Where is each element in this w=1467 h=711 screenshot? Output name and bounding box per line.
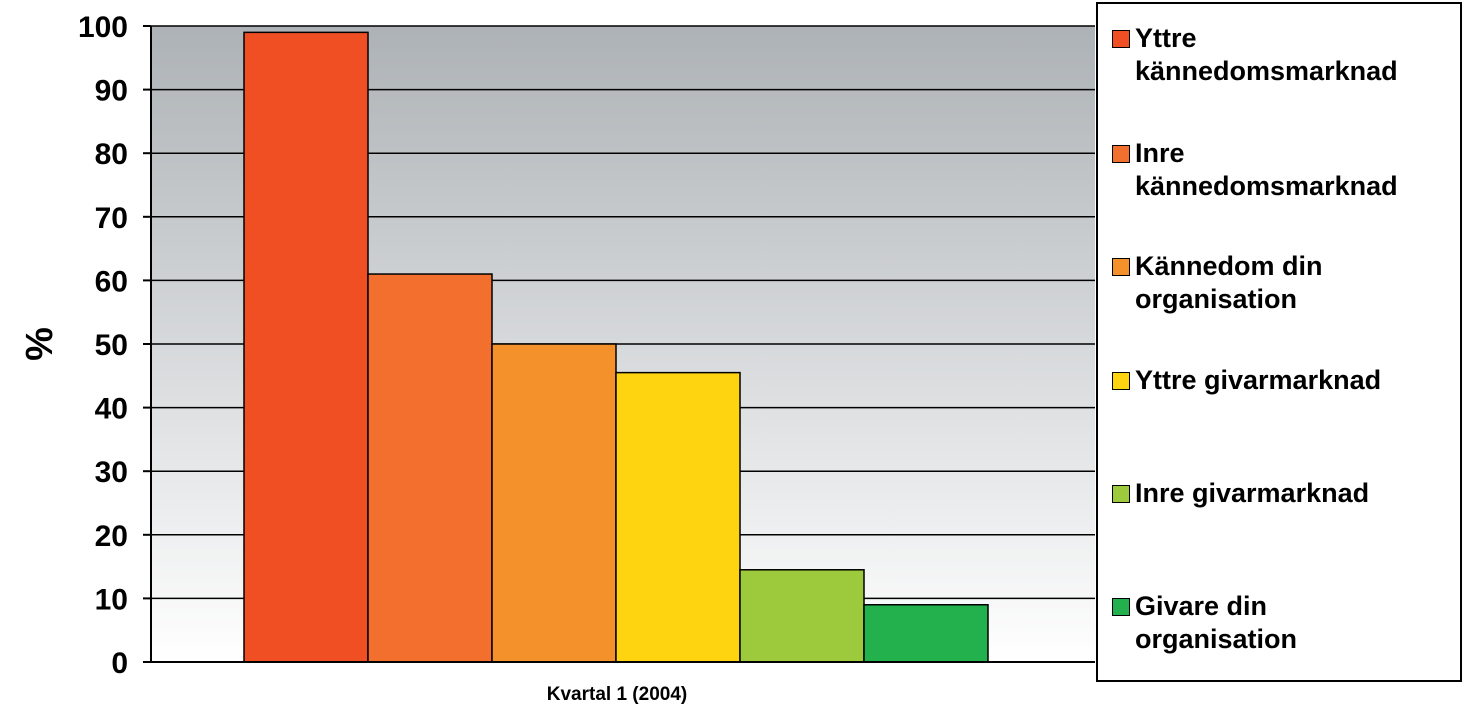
y-tick-label: 50	[95, 329, 128, 362]
legend-swatch	[1112, 145, 1130, 163]
legend-item: Givare din organisation	[1112, 590, 1454, 656]
y-tick-label: 100	[78, 11, 128, 44]
legend-item: Yttre kännedomsmarknad	[1112, 22, 1454, 88]
legend-item: Inre kännedomsmarknad	[1112, 137, 1454, 203]
legend: Yttre kännedomsmarknad Inre kännedomsmark…	[1096, 2, 1462, 682]
x-axis-label: Kvartal 1 (2004)	[547, 684, 687, 705]
y-tick-label: 90	[95, 75, 128, 108]
y-tick-label: 10	[95, 583, 128, 616]
bar-1	[243, 31, 369, 663]
y-tick-label: 80	[95, 138, 128, 171]
legend-swatch	[1112, 485, 1130, 503]
legend-swatch	[1112, 30, 1130, 48]
bar-chart: 0 10 20 30 40 50 60 70 80 90 100 % Kvartal 1 (2004…	[19, 11, 1095, 705]
y-tick-label: 20	[95, 520, 128, 553]
legend-label: Givare din organisation	[1135, 591, 1298, 654]
y-tick-label: 40	[95, 393, 128, 426]
bar-5	[739, 569, 865, 663]
legend-label: Inre kännedomsmarknad	[1135, 138, 1398, 201]
legend-swatch	[1112, 258, 1130, 276]
legend-label: Yttre kännedomsmarknad	[1135, 23, 1398, 86]
bar-2	[367, 273, 493, 663]
y-axis-ticks: 0 10 20 30 40 50 60 70 80 90 100	[78, 11, 151, 680]
bar-3	[491, 343, 617, 663]
bars	[243, 31, 989, 663]
bar-6	[863, 604, 989, 663]
legend-swatch	[1112, 598, 1130, 616]
y-tick-label: 60	[95, 265, 128, 298]
y-axis-label: %	[19, 327, 61, 361]
y-tick-label: 70	[95, 202, 128, 235]
legend-label: Yttre givarmarknad	[1135, 365, 1382, 395]
legend-label: Kännedom din organisation	[1135, 251, 1323, 314]
y-tick-label: 0	[111, 647, 128, 680]
legend-item: Yttre givarmarknad	[1112, 364, 1454, 397]
legend-label: Inre givarmarknad	[1135, 478, 1370, 508]
legend-item: Kännedom din organisation	[1112, 250, 1454, 316]
legend-item: Inre givarmarknad	[1112, 477, 1454, 510]
y-tick-label: 30	[95, 456, 128, 489]
bar-4	[615, 371, 741, 663]
legend-swatch	[1112, 372, 1130, 390]
